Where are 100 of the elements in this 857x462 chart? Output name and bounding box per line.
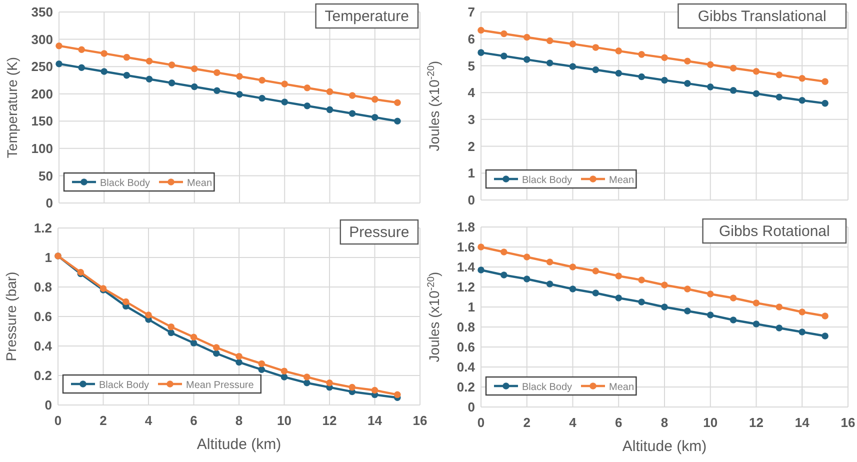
x-tick-label: 4 — [144, 413, 153, 428]
point — [661, 54, 668, 62]
y-tick-label: 7 — [468, 4, 475, 20]
point — [212, 350, 220, 357]
x-axis-title: Altitude (km) — [196, 436, 282, 453]
point — [478, 26, 484, 34]
point — [258, 366, 266, 373]
point — [258, 360, 266, 368]
point — [190, 334, 198, 341]
point — [394, 99, 401, 106]
x-tick-label: 6 — [190, 413, 198, 428]
point — [638, 276, 645, 284]
y-tick-label: 0.4 — [34, 338, 53, 354]
point — [615, 48, 622, 54]
legend-label: Mean — [187, 178, 212, 189]
point — [258, 94, 266, 102]
x-tick-label: 2 — [523, 415, 530, 430]
y-tick-label: 1.8 — [456, 220, 475, 235]
point — [776, 304, 783, 310]
point — [569, 286, 576, 292]
point — [258, 76, 266, 84]
point — [348, 92, 356, 99]
point — [592, 66, 600, 74]
point — [776, 71, 783, 78]
point — [569, 40, 576, 48]
point — [236, 73, 243, 80]
point — [348, 384, 356, 391]
legend-label: Black Body — [522, 382, 572, 393]
point — [798, 328, 806, 336]
point — [280, 368, 288, 374]
legend-label: Mean — [609, 175, 634, 186]
y-tick-label: 150 — [31, 114, 53, 129]
point — [638, 73, 645, 80]
point — [190, 65, 198, 72]
y-tick-label: 200 — [31, 86, 53, 102]
point — [592, 268, 600, 274]
y-tick-label: 0.8 — [34, 280, 52, 295]
y-tick-label: 6 — [468, 31, 475, 46]
point — [706, 61, 714, 68]
point — [146, 58, 153, 64]
point — [168, 329, 175, 336]
y-tick-label: 0.2 — [34, 368, 52, 384]
y-tick-label: 250 — [31, 59, 53, 74]
y-tick-label: 50 — [38, 168, 53, 184]
y-tick-label: 4 — [468, 85, 476, 100]
point — [326, 106, 334, 114]
y-tick-label: 3 — [468, 112, 475, 127]
point — [500, 272, 508, 278]
legend-label: Mean Pressure — [186, 380, 254, 391]
point — [546, 258, 554, 266]
chart-title: Gibbs Translational — [698, 8, 826, 25]
x-tick-label: 16 — [840, 415, 856, 430]
point — [798, 74, 806, 82]
point — [500, 52, 508, 60]
x-tick-label: 16 — [412, 413, 428, 428]
y-tick-label: 5 — [468, 58, 475, 74]
point — [236, 358, 242, 366]
x-tick-label: 6 — [615, 415, 622, 430]
y-tick-label: 350 — [31, 4, 53, 20]
point — [371, 114, 378, 121]
point — [776, 324, 783, 332]
point — [523, 254, 530, 260]
point — [190, 83, 198, 90]
point — [478, 49, 484, 56]
point — [752, 320, 760, 328]
y-tick-label: 1 — [468, 166, 475, 181]
chart-title: Temperature — [324, 8, 410, 25]
x-tick-label: 2 — [100, 413, 107, 428]
point — [684, 80, 691, 87]
point — [730, 294, 737, 302]
point — [546, 60, 554, 66]
point — [523, 56, 530, 63]
point — [523, 276, 530, 282]
point — [146, 76, 153, 82]
point — [706, 290, 714, 298]
y-tick-label: 0.6 — [34, 309, 52, 324]
point — [638, 298, 645, 306]
point — [592, 44, 600, 51]
y-axis-title: Temperature (K) — [4, 56, 20, 158]
point — [78, 46, 85, 54]
point — [214, 87, 220, 94]
point — [684, 308, 691, 314]
point — [822, 100, 828, 107]
point — [546, 280, 554, 288]
y-tick-label: 1.6 — [456, 240, 475, 255]
x-tick-label: 14 — [794, 415, 810, 430]
point — [615, 70, 622, 77]
point — [304, 84, 311, 92]
legend-label: Black Body — [100, 178, 150, 189]
point — [168, 80, 176, 86]
point — [500, 248, 508, 256]
y-tick-label: 300 — [31, 32, 53, 47]
y-tick-label: 0.2 — [456, 380, 475, 395]
point — [730, 87, 737, 94]
point — [776, 94, 783, 101]
point — [100, 68, 108, 75]
point — [394, 391, 401, 398]
x-tick-label: 8 — [660, 415, 668, 430]
x-axis-title: Altitude (km) — [622, 438, 707, 455]
point — [190, 340, 198, 346]
